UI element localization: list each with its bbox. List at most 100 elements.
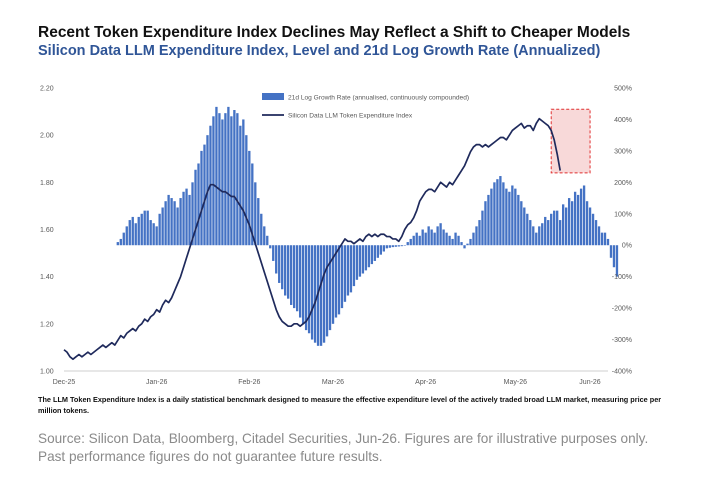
growth-bar [304, 245, 308, 331]
left-tick-label: 1.20 [40, 321, 54, 328]
growth-bar [370, 245, 374, 265]
growth-bar [319, 245, 323, 346]
growth-bar [418, 235, 421, 246]
growth-bar [448, 235, 451, 246]
growth-bar [588, 207, 592, 246]
footnote: The LLM Token Expenditure Index is a dai… [38, 395, 662, 415]
growth-bar [155, 226, 158, 246]
growth-bar [582, 185, 586, 246]
growth-bar [125, 226, 128, 246]
growth-bar [412, 235, 415, 246]
left-tick-label: 1.80 [40, 180, 54, 187]
growth-bar [185, 188, 188, 246]
growth-bar [239, 125, 242, 246]
growth-bar [182, 191, 185, 246]
growth-bar [562, 204, 565, 246]
right-tick-label: -400% [612, 369, 632, 376]
left-axis-ticks: 1.00 1.20 1.40 1.60 1.80 2.00 2.20 [40, 86, 54, 376]
growth-bar [594, 220, 598, 246]
growth-bar [487, 194, 490, 246]
growth-bar [597, 226, 601, 246]
growth-bar [430, 229, 433, 246]
growth-bar [469, 238, 472, 246]
right-axis-ticks: -400% -300% -200% -100% 0% 100% 200% 300% 400% 50… [612, 86, 632, 376]
growth-bar [367, 245, 371, 268]
growth-bar [433, 232, 436, 246]
growth-bar [197, 163, 200, 246]
growth-bar [400, 245, 403, 247]
growth-bar [570, 201, 574, 246]
growth-bar [310, 245, 314, 340]
growth-bar [388, 245, 391, 248]
growth-bar [137, 216, 140, 246]
right-tick-label: 400% [614, 117, 632, 124]
growth-bar [609, 245, 613, 258]
x-tick-label: Jun-26 [579, 379, 601, 386]
highlight-box [550, 108, 591, 174]
growth-bar [541, 223, 544, 246]
growth-bar [427, 226, 430, 246]
growth-bar [275, 245, 278, 274]
x-tick-label: Dec-25 [53, 379, 76, 386]
growth-bar [454, 232, 457, 246]
growth-bar [490, 188, 493, 246]
growth-bar [322, 245, 326, 343]
growth-bar [508, 191, 511, 246]
growth-bar [128, 220, 131, 246]
growth-bar [343, 245, 347, 302]
growth-bar [523, 207, 526, 246]
growth-bar [502, 182, 505, 246]
growth-bar [122, 232, 125, 246]
growth-bar [295, 245, 299, 312]
growth-bar [152, 223, 155, 246]
growth-bar [325, 245, 329, 337]
growth-bar [337, 245, 341, 315]
growth-bar [442, 229, 445, 246]
growth-bar [233, 110, 236, 246]
growth-bar [409, 238, 412, 246]
growth-bar [290, 245, 293, 305]
growth-bar [161, 207, 164, 246]
right-tick-label: 0% [622, 243, 632, 250]
growth-bar [346, 245, 350, 296]
growth-bar [146, 210, 149, 246]
growth-bar [520, 201, 523, 246]
growth-bar [379, 245, 382, 255]
growth-bar [224, 113, 227, 246]
growth-bar [260, 213, 263, 246]
growth-bar [385, 245, 388, 249]
legend-bar-label: 21d Log Growth Rate (annualised, continu… [288, 95, 469, 102]
growth-bar [248, 150, 251, 246]
growth-bar [457, 235, 460, 246]
growth-bar [573, 191, 577, 246]
growth-bar [436, 226, 439, 246]
growth-bar [334, 245, 338, 318]
right-tick-label: -300% [612, 337, 632, 344]
index-line [63, 117, 562, 361]
growth-bar [131, 216, 134, 246]
growth-bar [200, 150, 203, 246]
growth-bars [116, 106, 619, 346]
growth-bar [463, 245, 466, 249]
growth-bar [517, 194, 520, 246]
growth-bar [298, 245, 302, 318]
x-tick-label: Mar-26 [322, 379, 344, 386]
growth-bar [576, 194, 580, 246]
chart-subtitle: Silicon Data LLM Expenditure Index, Leve… [38, 43, 601, 59]
growth-bar [212, 116, 215, 246]
growth-bar [149, 220, 152, 246]
growth-bar [251, 163, 254, 246]
growth-bar [307, 245, 311, 334]
left-tick-label: 1.00 [40, 369, 54, 376]
growth-bar [373, 245, 377, 261]
growth-bar [287, 245, 290, 299]
growth-bar [194, 169, 197, 246]
growth-bar [445, 232, 448, 246]
chart-title: Recent Token Expenditure Index Declines … [38, 24, 631, 41]
growth-bar [376, 245, 380, 258]
growth-bar [514, 188, 517, 246]
legend-line-label: Silicon Data LLM Token Expenditure Index [288, 113, 413, 120]
source-text: Source: Silicon Data, Bloomberg, Citadel… [38, 431, 649, 464]
growth-bar [556, 210, 559, 246]
growth-bar [475, 226, 478, 246]
